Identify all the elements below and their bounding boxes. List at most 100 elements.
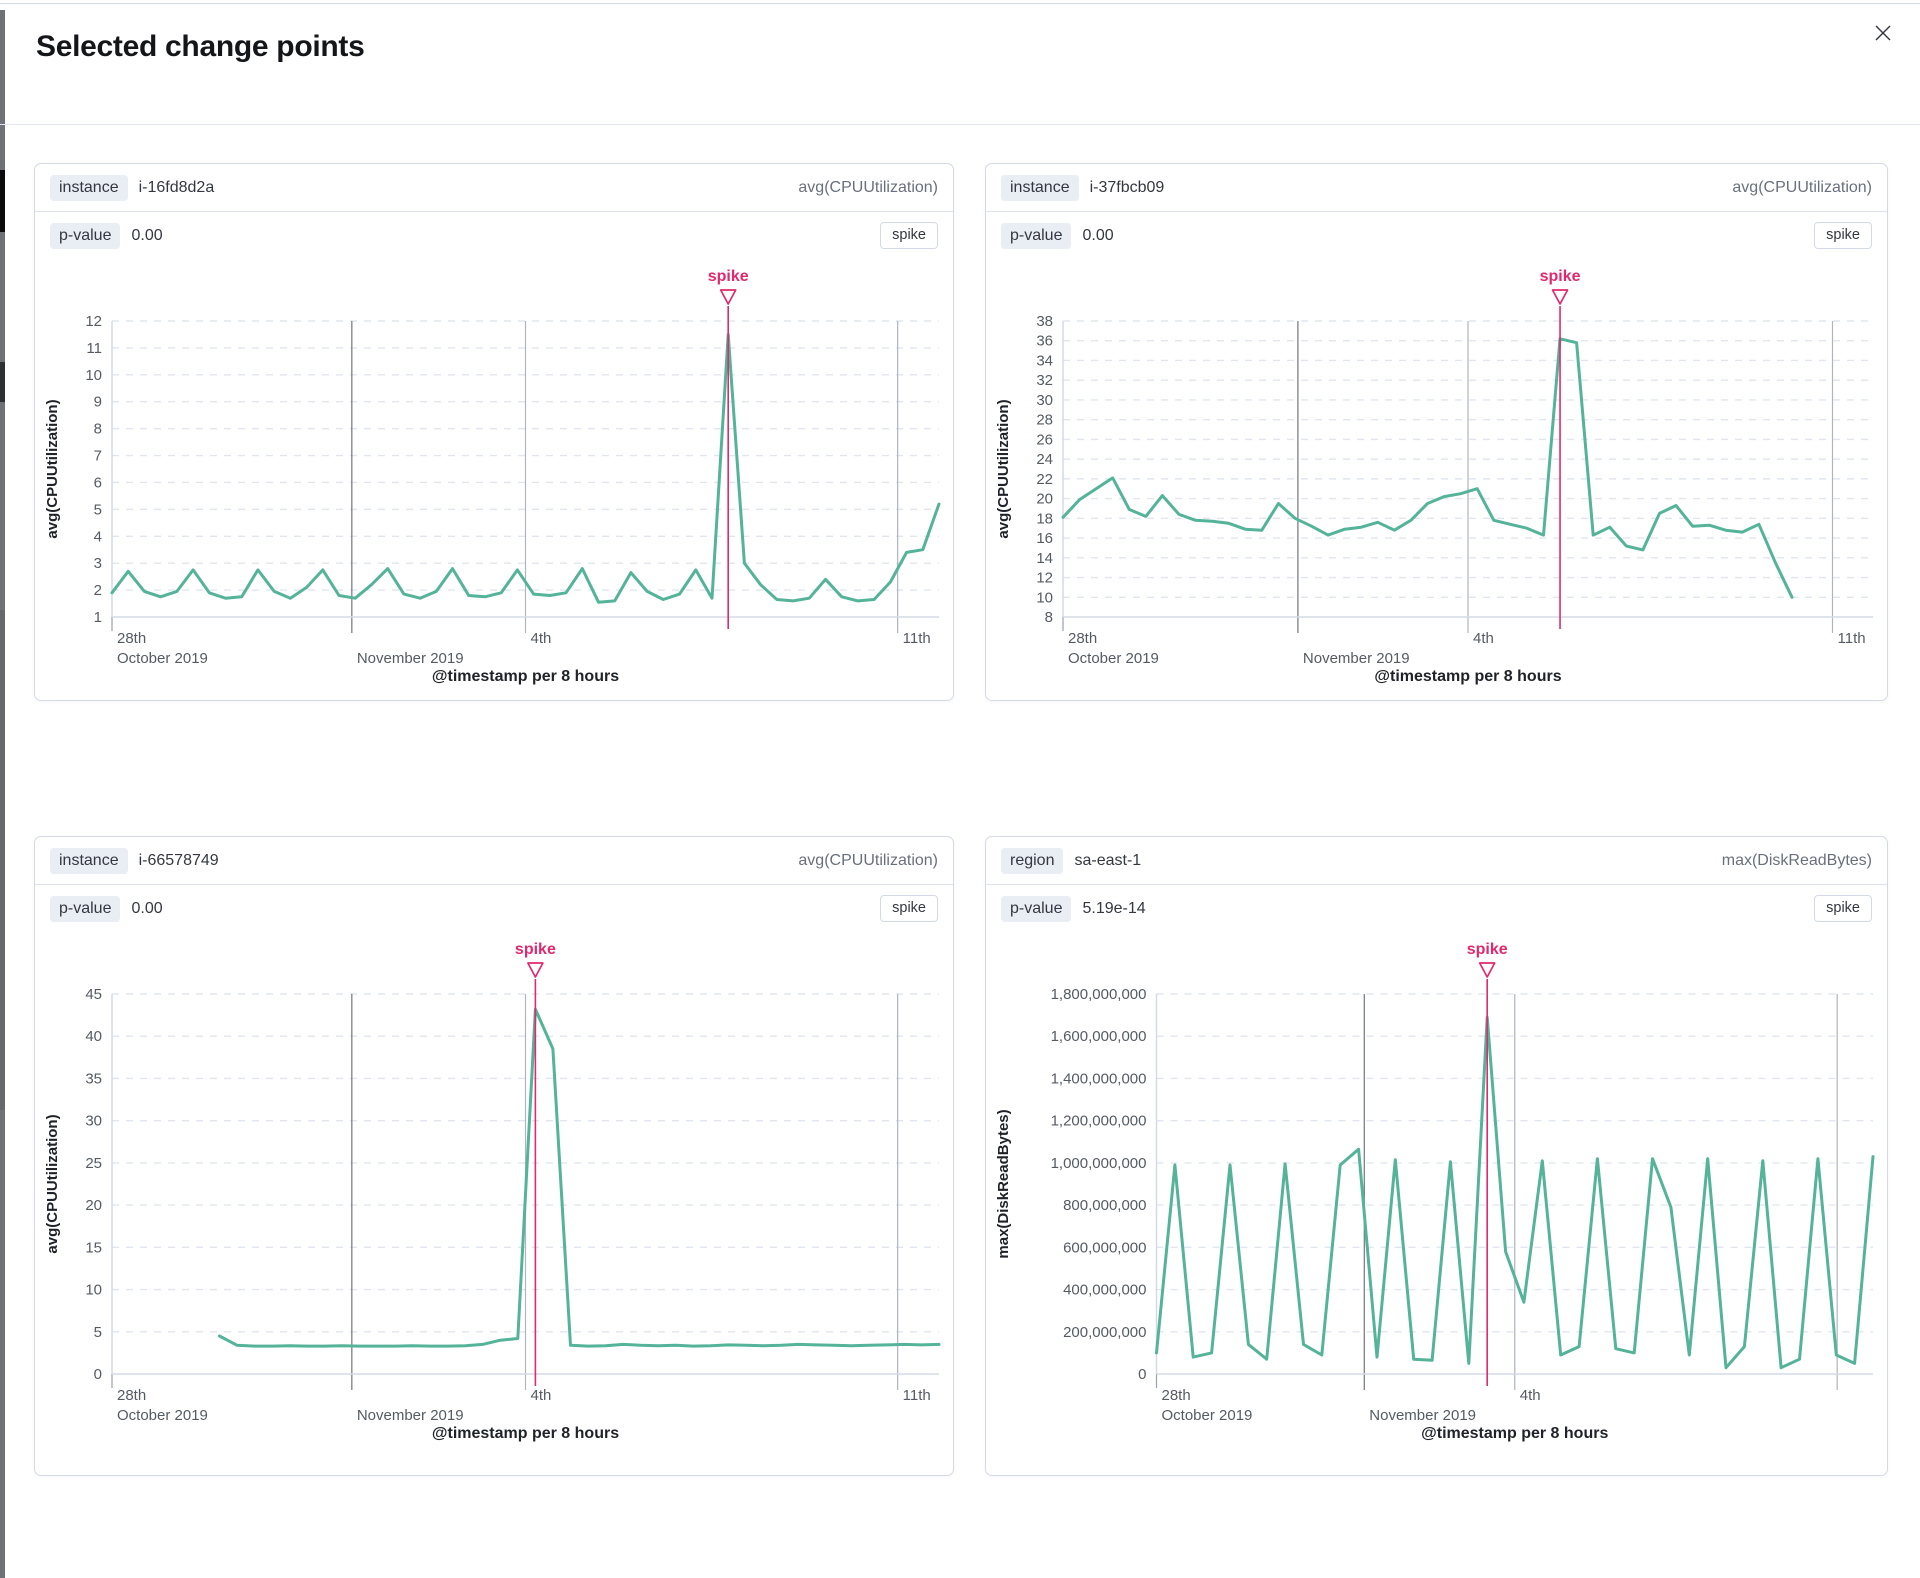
change-point-panel: instance i-66578749 avg(CPUUtilization) p-v… <box>34 836 954 1476</box>
change-point-type-badge: spike <box>1814 895 1872 922</box>
p-value-badge: p-value <box>1001 222 1072 249</box>
change-point-chart[interactable]: 1,800,000,000 1,600,000,000 1,400,000,000 1… <box>986 932 1887 1457</box>
svg-text:0: 0 <box>1138 1366 1146 1383</box>
svg-text:36: 36 <box>1036 333 1053 350</box>
page-title: Selected change points <box>36 30 365 63</box>
change-point-panel: instance i-37fbcb09 avg(CPUUtilization) p-v… <box>985 163 1888 701</box>
svg-text:October 2019: October 2019 <box>117 1407 208 1424</box>
svg-text:28th: 28th <box>1162 1387 1191 1404</box>
svg-text:4: 4 <box>94 528 102 545</box>
background-page-sliver <box>0 10 5 1578</box>
svg-text:10: 10 <box>1036 589 1053 606</box>
svg-text:October 2019: October 2019 <box>1068 650 1159 667</box>
svg-text:38: 38 <box>1036 313 1053 330</box>
split-field-value: i-37fbcb09 <box>1089 178 1165 196</box>
svg-text:16: 16 <box>1036 530 1053 547</box>
svg-text:22: 22 <box>1036 471 1053 488</box>
change-point-chart[interactable]: 45 40 35 30 25 20 15 10 5 0 28th October 2019 Novemb… <box>35 932 953 1457</box>
x-axis-title: @timestamp per 8 hours <box>1421 1425 1608 1442</box>
svg-text:November 2019: November 2019 <box>357 650 464 667</box>
svg-text:18: 18 <box>1036 510 1053 527</box>
svg-text:1,600,000,000: 1,600,000,000 <box>1051 1028 1147 1045</box>
svg-text:30: 30 <box>1036 392 1053 409</box>
svg-text:20: 20 <box>85 1197 102 1214</box>
split-field-badge: region <box>1001 847 1064 874</box>
change-point-chart[interactable]: 38 36 34 32 30 28 26 24 22 20 18 16 14 12 10 8 28th Octob… <box>986 259 1887 700</box>
p-value-badge: p-value <box>50 895 121 922</box>
panel-subheader: p-value 0.00 spike <box>35 885 953 932</box>
svg-text:200,000,000: 200,000,000 <box>1063 1324 1146 1341</box>
svg-text:11th: 11th <box>1838 630 1866 647</box>
svg-text:4th: 4th <box>1520 1387 1541 1404</box>
svg-text:28th: 28th <box>1068 630 1097 647</box>
svg-text:32: 32 <box>1036 372 1053 389</box>
svg-text:8: 8 <box>94 421 102 438</box>
close-icon[interactable] <box>1870 20 1896 46</box>
svg-text:12: 12 <box>85 313 102 330</box>
y-axis-title: max(DiskReadBytes) <box>995 1109 1012 1258</box>
spike-annotation-label: spike <box>1467 941 1508 958</box>
change-point-type-badge: spike <box>880 895 938 922</box>
svg-text:October 2019: October 2019 <box>1162 1407 1253 1424</box>
spike-marker-icon <box>1551 289 1569 305</box>
svg-text:10: 10 <box>85 367 102 384</box>
svg-text:7: 7 <box>94 448 102 465</box>
svg-text:25: 25 <box>85 1155 102 1172</box>
spike-annotation-label: spike <box>515 941 556 958</box>
svg-text:4th: 4th <box>531 630 552 647</box>
svg-text:0: 0 <box>94 1366 102 1383</box>
svg-text:45: 45 <box>85 986 102 1003</box>
x-axis-title: @timestamp per 8 hours <box>432 668 619 685</box>
background-fragment <box>0 610 5 1110</box>
svg-text:28: 28 <box>1036 412 1053 429</box>
change-point-panel: instance i-16fd8d2a avg(CPUUtilization) p-v… <box>34 163 954 701</box>
flyout-header: Selected change points <box>0 0 1920 125</box>
spike-annotation-label: spike <box>708 268 749 285</box>
panel-header: region sa-east-1 max(DiskReadBytes) <box>986 837 1887 885</box>
svg-text:11th: 11th <box>903 1387 931 1404</box>
svg-text:8: 8 <box>1045 609 1053 626</box>
svg-text:30: 30 <box>85 1113 102 1130</box>
svg-text:1,800,000,000: 1,800,000,000 <box>1051 986 1147 1003</box>
svg-text:5: 5 <box>94 501 102 518</box>
spike-marker-icon <box>1478 962 1496 978</box>
svg-text:6: 6 <box>94 474 102 491</box>
p-value-badge: p-value <box>50 222 121 249</box>
metric-label: avg(CPUUtilization) <box>1732 178 1872 196</box>
svg-text:10: 10 <box>85 1282 102 1299</box>
panel-subheader: p-value 0.00 spike <box>986 212 1887 259</box>
svg-text:1,200,000,000: 1,200,000,000 <box>1051 1113 1147 1130</box>
panel-subheader: p-value 5.19e-14 spike <box>986 885 1887 932</box>
change-point-type-badge: spike <box>880 222 938 249</box>
change-point-panel: region sa-east-1 max(DiskReadBytes) p-value… <box>985 836 1888 1476</box>
split-field-value: i-66578749 <box>138 851 219 869</box>
y-axis-title: avg(CPUUtilization) <box>995 399 1012 538</box>
svg-text:800,000,000: 800,000,000 <box>1063 1197 1146 1214</box>
svg-text:20: 20 <box>1036 491 1053 508</box>
y-axis-title: avg(CPUUtilization) <box>44 1114 61 1253</box>
svg-text:1,000,000,000: 1,000,000,000 <box>1051 1155 1147 1172</box>
svg-text:40: 40 <box>85 1028 102 1045</box>
panel-header: instance i-16fd8d2a avg(CPUUtilization) <box>35 164 953 212</box>
change-point-chart[interactable]: 12 11 10 9 8 7 6 5 4 3 2 1 28th October 2019 November … <box>35 259 953 700</box>
svg-text:2: 2 <box>94 582 102 599</box>
split-field-badge: instance <box>50 847 128 874</box>
svg-text:28th: 28th <box>117 1387 146 1404</box>
split-field-badge: instance <box>1001 174 1079 201</box>
svg-text:34: 34 <box>1036 352 1053 369</box>
metric-label: avg(CPUUtilization) <box>798 178 938 196</box>
svg-text:1: 1 <box>94 609 102 626</box>
background-fragment <box>0 170 5 232</box>
svg-text:26: 26 <box>1036 431 1053 448</box>
svg-text:15: 15 <box>85 1239 102 1256</box>
svg-text:October 2019: October 2019 <box>117 650 208 667</box>
svg-text:11th: 11th <box>903 630 931 647</box>
svg-text:November 2019: November 2019 <box>1303 650 1410 667</box>
p-value-badge: p-value <box>1001 895 1072 922</box>
spike-annotation-label: spike <box>1540 268 1581 285</box>
p-value: 0.00 <box>131 226 163 244</box>
split-field-badge: instance <box>50 174 128 201</box>
panel-header: instance i-37fbcb09 avg(CPUUtilization) <box>986 164 1887 212</box>
p-value: 0.00 <box>1082 226 1114 244</box>
svg-text:4th: 4th <box>1473 630 1494 647</box>
